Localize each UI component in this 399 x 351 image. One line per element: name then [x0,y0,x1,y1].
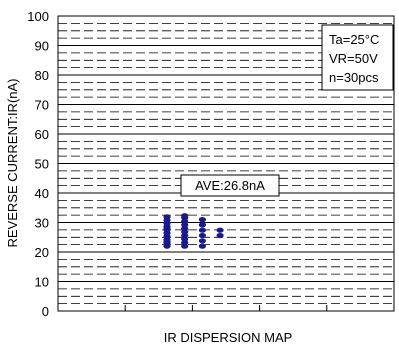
condition-voltage: VR=50V [329,51,378,66]
data-point [198,232,206,239]
data-point [181,222,189,228]
condition-temperature: Ta=25°C [329,32,379,47]
condition-sample-count: n=30pcs [329,70,379,85]
data-point [198,222,206,228]
annotation-box: AVE:26.8nA [180,174,280,197]
y-tick-label: 0 [42,304,49,319]
y-tick-label: 80 [35,68,49,83]
data-point [198,227,206,233]
data-point [216,232,224,239]
data-point [216,227,224,233]
data-point [163,225,171,231]
data-point [198,217,206,223]
x-axis-title: IR DISPERSION MAP [164,330,293,345]
data-point [181,213,189,219]
y-tick-label: 70 [35,98,49,113]
data-point [163,239,171,245]
y-tick-label: 100 [27,9,49,24]
conditions-box: Ta=25°C VR=50V n=30pcs [321,24,394,91]
average-annotation: AVE:26.8nA [195,178,265,193]
y-axis-title: REVERSE CURRENT:IR(nA) [5,78,20,247]
data-point [181,232,189,239]
y-tick-label: 60 [35,127,49,142]
data-points [163,213,224,249]
data-point [198,243,206,249]
x-axis-ticks [124,305,328,311]
data-point [198,238,206,244]
y-axis-tick-labels: 0 10 20 30 40 50 60 70 80 90 100 [27,9,49,319]
y-tick-label: 20 [35,245,49,260]
y-tick-label: 50 [35,157,49,172]
data-point [163,214,171,220]
data-point [181,240,189,246]
y-tick-label: 10 [35,275,49,290]
y-tick-label: 40 [35,186,49,201]
y-tick-label: 30 [35,216,49,231]
y-tick-label: 90 [35,39,49,54]
